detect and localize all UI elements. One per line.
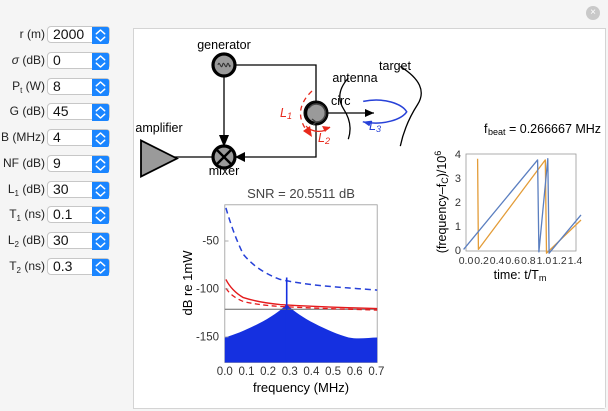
svg-text:2: 2	[455, 197, 461, 209]
svg-text:-50: -50	[202, 236, 219, 248]
svg-text:-150: -150	[196, 332, 219, 344]
svg-text:1: 1	[455, 221, 461, 233]
svg-text:0.0: 0.0	[459, 255, 474, 267]
svg-text:0.2: 0.2	[260, 366, 276, 378]
svg-text:time: t/Tm: time: t/Tm	[494, 268, 547, 283]
svg-text:0.4: 0.4	[490, 255, 505, 267]
svg-text:0.6: 0.6	[505, 255, 520, 267]
svg-text:antenna: antenna	[332, 71, 377, 85]
svg-text:0.7: 0.7	[368, 366, 384, 378]
svg-text:0.1: 0.1	[239, 366, 255, 378]
svg-text:0.8: 0.8	[521, 255, 536, 267]
svg-text:4: 4	[455, 149, 461, 161]
svg-text:1.0: 1.0	[537, 255, 552, 267]
svg-text:-100: -100	[196, 284, 219, 296]
svg-text:0.5: 0.5	[325, 366, 341, 378]
svg-text:(frequency–fC)/106: (frequency–fC)/106	[433, 151, 450, 254]
svg-text:dB re 1mW: dB re 1mW	[180, 250, 195, 316]
svg-text:SNR = 20.5511 dB: SNR = 20.5511 dB	[247, 186, 355, 201]
svg-text:L2: L2	[318, 131, 330, 146]
svg-text:0.6: 0.6	[347, 366, 363, 378]
svg-text:frequency (MHz): frequency (MHz)	[253, 380, 349, 395]
svg-text:0.0: 0.0	[217, 366, 233, 378]
svg-text:L1: L1	[280, 106, 292, 121]
svg-text:mixer: mixer	[209, 164, 240, 178]
svg-text:0.2: 0.2	[474, 255, 489, 267]
svg-text:L3: L3	[369, 119, 381, 134]
svg-text:0.3: 0.3	[282, 366, 298, 378]
svg-text:1.4: 1.4	[568, 255, 583, 267]
svg-text:0.4: 0.4	[303, 366, 320, 378]
svg-text:amplifier: amplifier	[135, 121, 182, 135]
svg-text:generator: generator	[197, 38, 251, 52]
svg-text:1.2: 1.2	[552, 255, 567, 267]
svg-text:fbeat = 0.266667 MHz: fbeat = 0.266667 MHz	[484, 122, 601, 137]
svg-text:3: 3	[455, 173, 461, 185]
